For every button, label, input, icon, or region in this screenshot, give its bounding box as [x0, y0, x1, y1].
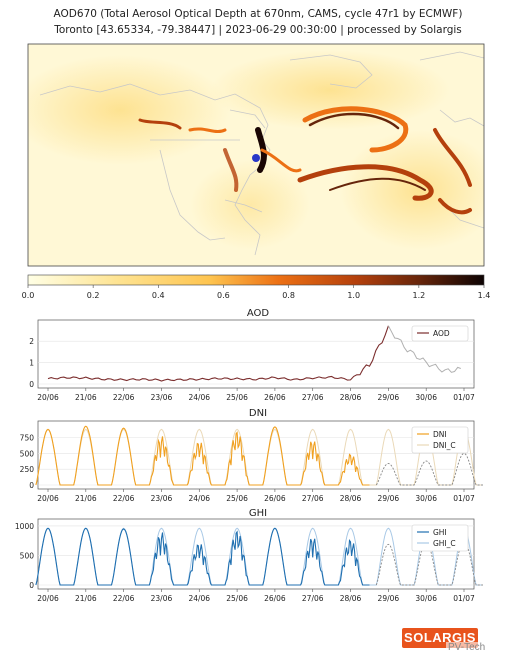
x-tick-label: 24/06: [188, 494, 210, 503]
pv-tech-watermark: PV-Tech: [446, 642, 488, 653]
x-tick-label: 28/06: [340, 393, 362, 402]
x-tick-label: 26/06: [264, 594, 286, 603]
x-tick-label: 21/06: [75, 393, 97, 402]
x-tick-label: 27/06: [302, 393, 324, 402]
dni-chart-title: DNI: [249, 408, 267, 419]
aod-forecast-line: [387, 325, 461, 373]
x-tick-label: 22/06: [113, 594, 135, 603]
x-tick-label: 30/06: [415, 594, 437, 603]
x-tick-label: 01/07: [453, 494, 475, 503]
x-tick-label: 23/06: [151, 393, 173, 402]
x-tick-label: 01/07: [453, 393, 475, 402]
x-tick-label: 28/06: [340, 594, 362, 603]
y-tick-label: 250: [20, 465, 35, 474]
plot-frame: [37, 319, 475, 389]
figure-subtitle: Toronto [43.65334, -79.38447] | 2023-06-…: [54, 24, 462, 36]
x-tick-label: 29/06: [378, 393, 400, 402]
x-tick-label: 22/06: [113, 494, 135, 503]
x-tick-label: 26/06: [264, 393, 286, 402]
colorbar: 0.0 0.2 0.4 0.6 0.8 1.0 1.2 1.4: [22, 274, 491, 300]
y-tick-label: 2: [29, 337, 34, 346]
x-tick-label: 27/06: [302, 494, 324, 503]
colorbar-tick-label: 0.4: [152, 291, 165, 300]
aod-chart: 0 1 2 20/06 21/06 22/06 23/06 24/06 25/06 26/06 27…: [29, 319, 475, 402]
aerosol-haze: [28, 50, 484, 250]
x-tick-label: 22/06: [113, 393, 135, 402]
plot-frame: [37, 420, 475, 490]
map-frame: [27, 43, 485, 267]
x-tick-label: 23/06: [151, 494, 173, 503]
aod-chart-title: AOD: [247, 308, 270, 319]
aod-series-line: [47, 325, 389, 382]
y-tick-label: 750: [20, 434, 35, 443]
x-tick-label: 01/07: [453, 594, 475, 603]
x-tick-label: 25/06: [226, 594, 248, 603]
x-tick-label: 26/06: [264, 494, 286, 503]
smoke-plumes: [138, 106, 472, 215]
legend-label: DNI: [433, 430, 447, 439]
colorbar-ticks: 0.0 0.2 0.4 0.6 0.8 1.0 1.2 1.4: [22, 285, 491, 300]
dni-series-line-forecast: [375, 452, 483, 486]
x-tick-label: 23/06: [151, 594, 173, 603]
x-tick-label: 20/06: [37, 393, 59, 402]
legend-label: AOD: [433, 329, 450, 338]
colorbar-tick-label: 0.2: [87, 291, 100, 300]
x-tick-label: 21/06: [75, 594, 97, 603]
aod-map: [28, 44, 484, 266]
x-tick-label: 27/06: [302, 594, 324, 603]
colorbar-tick-label: 1.2: [412, 291, 425, 300]
y-tick-label: 500: [20, 551, 35, 560]
figure-title: AOD670 (Total Aerosol Optical Depth at 6…: [53, 8, 463, 20]
ghi-series-line: [35, 527, 370, 586]
x-tick-label: 20/06: [37, 494, 59, 503]
y-tick-label: 0: [29, 380, 34, 389]
legend-label: GHI: [433, 528, 447, 537]
colorbar-tick-label: 1.0: [347, 291, 360, 300]
colorbar-tick-label: 1.4: [478, 291, 491, 300]
legend-label: DNI_C: [433, 441, 456, 450]
x-tick-label: 28/06: [340, 494, 362, 503]
y-tick-label: 1: [29, 359, 34, 368]
x-tick-label: 24/06: [188, 393, 210, 402]
x-tick-label: 29/06: [378, 494, 400, 503]
x-tick-label: 21/06: [75, 494, 97, 503]
colorbar-tick-label: 0.8: [282, 291, 295, 300]
legend-label: GHI_C: [433, 539, 456, 548]
x-tick-label: 29/06: [378, 594, 400, 603]
plot-frame: [37, 518, 475, 590]
ghi-chart-title: GHI: [249, 508, 267, 519]
location-marker: [252, 154, 260, 162]
y-tick-label: 0: [29, 481, 34, 490]
x-tick-label: 24/06: [188, 594, 210, 603]
dni-chart: 0 250 500 750 20/06 21/06 22/06 23/06 24/06 25/06…: [20, 420, 483, 503]
ghi-chart: 0 500 1000 20/06 21/06 22/06 23/06 24/06 25/06 26…: [15, 518, 483, 603]
legend-box: [411, 325, 469, 342]
dni-series-line: [35, 425, 370, 486]
x-tick-label: 25/06: [226, 393, 248, 402]
y-tick-label: 500: [20, 449, 35, 458]
y-tick-label: 1000: [15, 522, 34, 531]
colorbar-tick-label: 0.0: [22, 291, 35, 300]
x-tick-label: 25/06: [226, 494, 248, 503]
x-tick-label: 30/06: [415, 393, 437, 402]
x-tick-label: 20/06: [37, 594, 59, 603]
colorbar-tick-label: 0.6: [217, 291, 230, 300]
y-tick-label: 0: [29, 581, 34, 590]
x-tick-label: 30/06: [415, 494, 437, 503]
